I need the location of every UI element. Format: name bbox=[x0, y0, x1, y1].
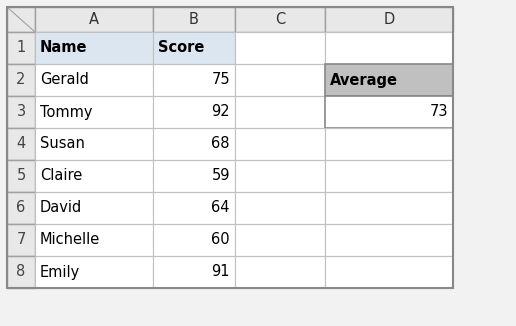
Bar bbox=[153, 128, 235, 160]
Text: B: B bbox=[189, 12, 199, 27]
Bar bbox=[7, 160, 35, 192]
Text: 2: 2 bbox=[17, 72, 26, 87]
Bar bbox=[7, 256, 35, 288]
Text: Susan: Susan bbox=[40, 137, 85, 152]
Text: 75: 75 bbox=[212, 72, 230, 87]
Text: Gerald: Gerald bbox=[40, 72, 89, 87]
Text: 6: 6 bbox=[17, 200, 26, 215]
Bar bbox=[325, 32, 453, 64]
Bar bbox=[35, 192, 153, 224]
Bar bbox=[35, 256, 153, 288]
Bar bbox=[325, 7, 453, 32]
Text: Michelle: Michelle bbox=[40, 232, 100, 247]
Bar bbox=[153, 64, 235, 96]
Text: 64: 64 bbox=[212, 200, 230, 215]
Bar bbox=[153, 256, 235, 288]
Text: D: D bbox=[383, 12, 395, 27]
Text: Emily: Emily bbox=[40, 264, 80, 279]
Text: Tommy: Tommy bbox=[40, 105, 92, 120]
Bar bbox=[7, 96, 35, 128]
Bar bbox=[7, 32, 35, 64]
Bar bbox=[235, 64, 325, 96]
Bar bbox=[235, 256, 325, 288]
Text: 92: 92 bbox=[212, 105, 230, 120]
Bar bbox=[153, 7, 235, 32]
Bar bbox=[235, 32, 325, 64]
Bar bbox=[153, 96, 235, 128]
Bar bbox=[235, 160, 325, 192]
Bar bbox=[235, 96, 325, 128]
Text: 4: 4 bbox=[17, 137, 26, 152]
Bar bbox=[153, 224, 235, 256]
Bar bbox=[325, 256, 453, 288]
Bar bbox=[325, 160, 453, 192]
Bar bbox=[7, 128, 35, 160]
Text: A: A bbox=[89, 12, 99, 27]
Text: Score: Score bbox=[158, 40, 204, 55]
Bar bbox=[325, 192, 453, 224]
Bar bbox=[7, 7, 35, 32]
Bar bbox=[35, 96, 153, 128]
Bar bbox=[325, 96, 453, 128]
Text: 7: 7 bbox=[17, 232, 26, 247]
Text: 8: 8 bbox=[17, 264, 26, 279]
Bar bbox=[325, 128, 453, 160]
Text: 68: 68 bbox=[212, 137, 230, 152]
Text: 1: 1 bbox=[17, 40, 26, 55]
Bar bbox=[235, 192, 325, 224]
Bar bbox=[325, 224, 453, 256]
Bar bbox=[235, 7, 325, 32]
Text: C: C bbox=[275, 12, 285, 27]
Bar bbox=[7, 7, 453, 288]
Bar bbox=[35, 160, 153, 192]
Bar bbox=[7, 64, 35, 96]
Text: 59: 59 bbox=[212, 169, 230, 184]
Bar bbox=[35, 128, 153, 160]
Bar bbox=[7, 192, 35, 224]
Text: Name: Name bbox=[40, 40, 88, 55]
Text: Average: Average bbox=[330, 72, 398, 87]
Bar bbox=[35, 64, 153, 96]
Bar bbox=[235, 224, 325, 256]
Bar bbox=[35, 32, 153, 64]
Bar bbox=[153, 32, 235, 64]
Text: 73: 73 bbox=[429, 105, 448, 120]
Bar bbox=[325, 64, 453, 96]
Text: 91: 91 bbox=[212, 264, 230, 279]
Bar bbox=[7, 224, 35, 256]
Bar bbox=[35, 224, 153, 256]
Bar bbox=[35, 7, 153, 32]
Text: 5: 5 bbox=[17, 169, 26, 184]
Text: Claire: Claire bbox=[40, 169, 82, 184]
Text: 3: 3 bbox=[17, 105, 26, 120]
Bar bbox=[153, 192, 235, 224]
Text: 60: 60 bbox=[212, 232, 230, 247]
Text: David: David bbox=[40, 200, 82, 215]
Bar bbox=[235, 128, 325, 160]
Bar bbox=[153, 160, 235, 192]
